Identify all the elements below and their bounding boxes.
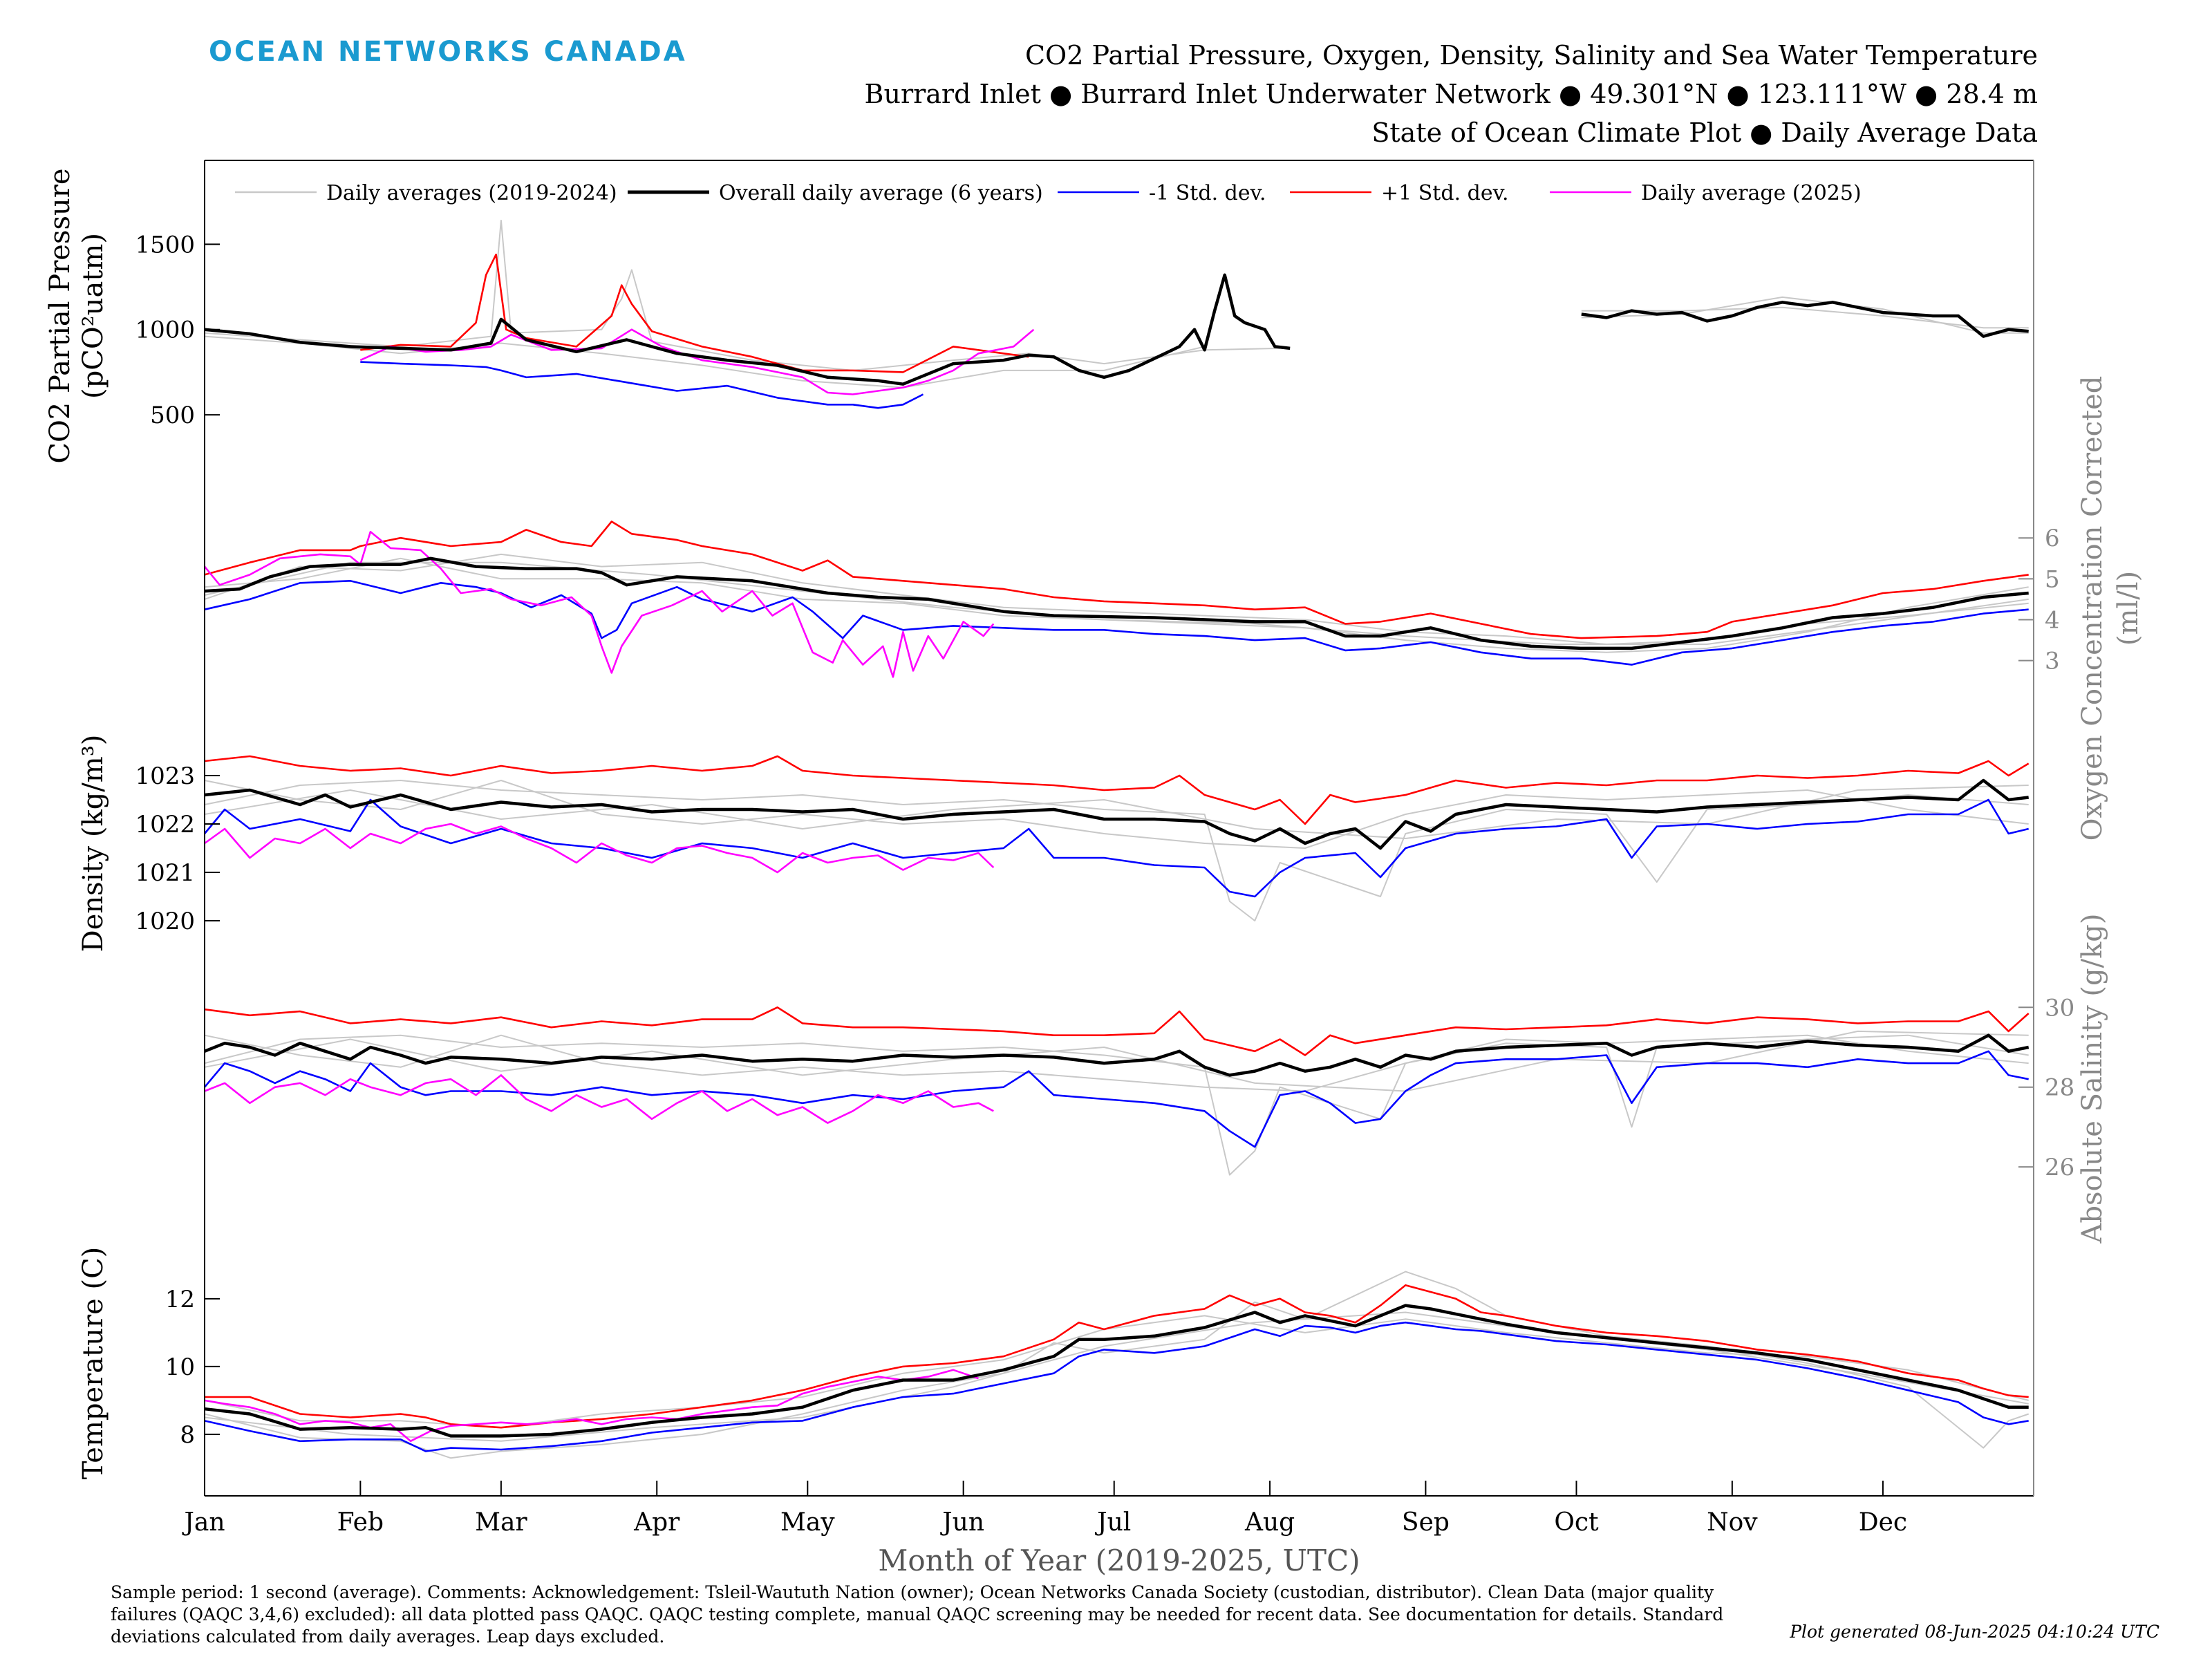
y-tick-label-salinity-30: 30 (2045, 994, 2074, 1022)
series-current-density (204, 823, 995, 874)
series-mean-b-co2 (1581, 301, 2029, 338)
series-history-temperature-2 (204, 1311, 2029, 1442)
panel-density: 1020 1021 1022 1023 Density (kg/m³) (77, 735, 2030, 953)
series-history-co2-2 (1581, 296, 2029, 334)
plot-frame (204, 160, 2034, 1497)
series-plus-std-temperature (205, 1284, 2029, 1429)
y-tick-label-density-1021: 1021 (135, 859, 195, 887)
series-history-salinity-0 (204, 1034, 2029, 1176)
panel-temperature: 8 10 12 Temperature (C) (77, 1247, 2030, 1480)
y-tick-label-temperature-10: 10 (165, 1353, 195, 1381)
series-history-temperature-1 (204, 1315, 2029, 1429)
y-axis-label-co2: CO2 Partial Pressure (44, 168, 76, 463)
y-tick-label-co2-500: 500 (150, 402, 195, 429)
series-history-temperature-0 (204, 1271, 2030, 1459)
chart-subtitle-type: State of Ocean Climate Plot ● Daily Aver… (1371, 118, 2038, 148)
series-plus-std-density (204, 755, 2030, 825)
series-mean-oxygen (204, 556, 2029, 650)
series-mean-salinity (204, 1033, 2030, 1077)
panel-co2: 500 1000 1500 CO2 Partial Pressure (pCO²uatm… (44, 168, 2029, 464)
y-tick-label-density-1023: 1023 (135, 762, 195, 790)
series-current-oxygen (203, 531, 995, 678)
chart-panels: 500 1000 1500 CO2 Partial Pressure (pCO²uatm… (44, 168, 2144, 1479)
y-axis-label-2-co2: (pCO²uatm) (77, 233, 109, 399)
y-axis-label-oxygen: Oxygen Concentration Corrected (2077, 376, 2108, 841)
series-current-co2 (359, 328, 1035, 395)
x-tick-label-jun: Jun (939, 1508, 984, 1537)
title-block: CO2 Partial Pressure, Oxygen, Density, S… (865, 36, 2038, 152)
y-axis-label-temperature: Temperature (C) (77, 1247, 109, 1480)
y-tick-label-temperature-8: 8 (180, 1421, 195, 1449)
y-tick-label-oxygen-4: 4 (2045, 606, 2060, 634)
series-current-salinity (204, 1074, 994, 1124)
legend-label-mean: Overall daily average (6 years) (719, 181, 1043, 205)
y-axis-label-density: Density (kg/m³) (77, 735, 109, 953)
x-tick-label-jul: Jul (1094, 1508, 1131, 1537)
x-tick-label-aug: Aug (1244, 1508, 1295, 1537)
chart-title: CO2 Partial Pressure, Oxygen, Density, S… (1024, 40, 2038, 71)
y-tick-label-density-1022: 1022 (135, 811, 195, 838)
x-tick-label-mar: Mar (475, 1508, 527, 1537)
y-tick-label-temperature-12: 12 (165, 1286, 195, 1313)
y-tick-label-oxygen-6: 6 (2045, 525, 2060, 552)
series-minus-std-salinity (204, 1050, 2029, 1148)
series-minus-std-density (204, 798, 2030, 898)
y-axis-label-2-oxygen: (ml/l) (2112, 571, 2144, 646)
legend-label-history: Daily averages (2019-2024) (326, 181, 617, 205)
legend-label-plus_std: +1 Std. dev. (1381, 181, 1509, 205)
x-tick-label-jan: Jan (181, 1508, 225, 1537)
series-minus-std-temperature (204, 1321, 2029, 1452)
series-plus-std-salinity (204, 1006, 2030, 1056)
y-tick-label-salinity-28: 28 (2045, 1074, 2074, 1102)
y-tick-label-oxygen-5: 5 (2045, 565, 2060, 593)
series-history-density-0 (204, 780, 2029, 921)
x-tick-label-oct: Oct (1554, 1508, 1599, 1537)
series-current-temperature (204, 1369, 979, 1443)
x-tick-label-may: May (780, 1508, 835, 1537)
series-mean-co2 (204, 273, 1291, 386)
series-history-density-1 (204, 780, 2029, 849)
legend-label-current: Daily average (2025) (1641, 181, 1862, 205)
series-history-salinity-1 (204, 1034, 2029, 1092)
footer-comments: Sample period: 1 second (average). Comme… (111, 1582, 1724, 1647)
series-history-co2-3 (1581, 306, 2029, 329)
chart-subtitle-location: Burrard Inlet ● Burrard Inlet Underwater… (864, 79, 2038, 109)
panel-oxygen: 3 4 5 6 Oxygen Concentration Corrected (ml/l) (203, 376, 2144, 841)
x-tick-label-dec: Dec (1859, 1508, 1907, 1537)
panel-salinity: 26 28 30 Absolute Salinity (g/kg) (204, 913, 2108, 1244)
series-plus-std-oxygen (204, 521, 2029, 639)
plot-generated-timestamp: Plot generated 08-Jun-2025 04:10:24 UTC (1790, 1622, 2159, 1642)
series-history-oxygen-2 (204, 561, 2029, 645)
y-tick-label-co2-1000: 1000 (135, 317, 195, 344)
x-tick-label-feb: Feb (337, 1508, 384, 1537)
x-axis-label: Month of Year (2019-2025, UTC) (878, 1544, 1360, 1577)
legend: Daily averages (2019-2024) Overall daily … (235, 181, 1862, 205)
series-minus-std-oxygen (204, 580, 2029, 666)
brand-logo-text: OCEAN NETWORKS CANADA (209, 36, 687, 68)
x-axis: Jan Feb Mar Apr May Jun Jul Aug Sep Oct Nov Dec Mont… (181, 1481, 1907, 1577)
x-tick-label-nov: Nov (1707, 1508, 1758, 1537)
y-axis-label-salinity: Absolute Salinity (g/kg) (2077, 913, 2108, 1244)
legend-label-minus_std: -1 Std. dev. (1149, 181, 1266, 205)
series-mean-temperature (204, 1304, 2029, 1438)
y-tick-label-density-1020: 1020 (135, 908, 195, 935)
series-mean-density (204, 778, 2029, 850)
y-tick-label-co2-1500: 1500 (135, 231, 195, 259)
series-plus-std-co2 (360, 253, 1029, 373)
series-minus-std-co2 (360, 361, 924, 409)
x-tick-label-sep: Sep (1402, 1508, 1450, 1537)
y-tick-label-oxygen-3: 3 (2045, 648, 2060, 675)
y-tick-label-salinity-26: 26 (2045, 1154, 2074, 1181)
x-tick-label-apr: Apr (633, 1508, 680, 1537)
